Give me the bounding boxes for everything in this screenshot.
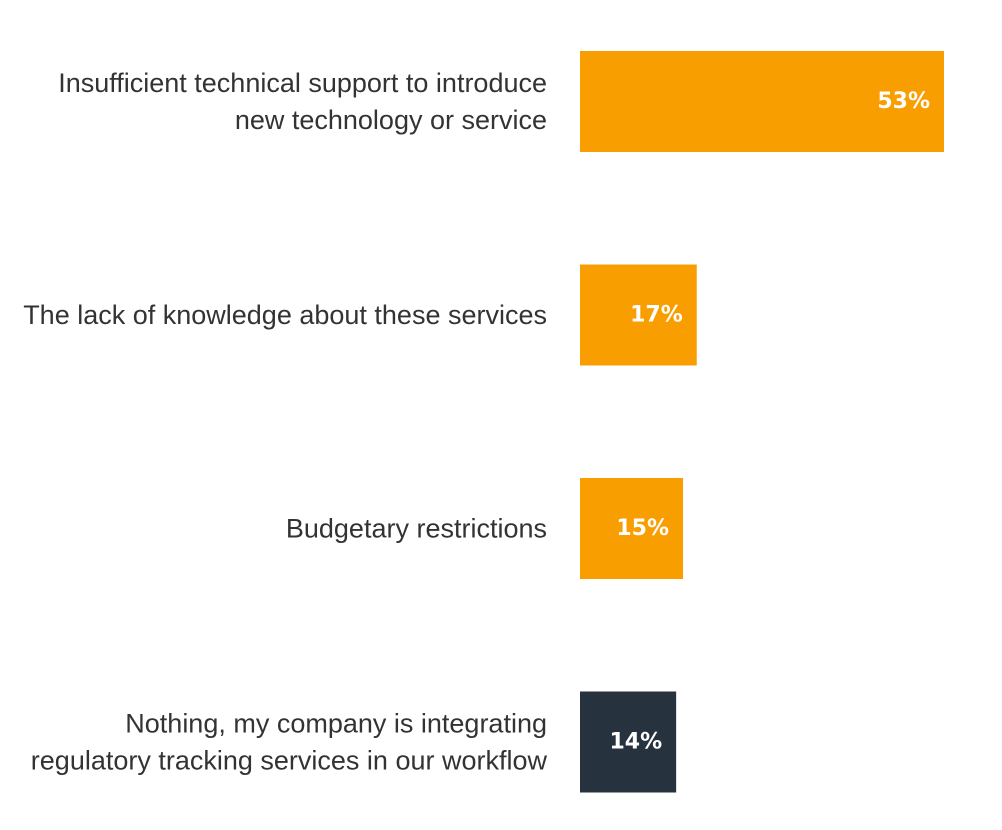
data-label-3: 14%	[609, 730, 662, 755]
category-label-0-line-0: Insufficient technical support to introd…	[58, 68, 547, 98]
bar-3	[580, 691, 677, 793]
data-label-2: 15%	[616, 516, 669, 541]
bar-0	[580, 51, 944, 152]
bar-2	[580, 478, 684, 579]
category-label-0-line-1: new technology or service	[235, 105, 547, 135]
bar-1	[580, 264, 697, 366]
data-label-1: 17%	[630, 303, 683, 328]
data-label-0: 53%	[877, 89, 930, 114]
category-label-1-line-0: The lack of knowledge about these servic…	[23, 300, 547, 330]
category-label-3-line-0: Nothing, my company is integrating	[125, 709, 547, 739]
category-label-3-line-1: regulatory tracking services in our work…	[31, 746, 548, 776]
category-label-2-line-0: Budgetary restrictions	[286, 514, 547, 544]
